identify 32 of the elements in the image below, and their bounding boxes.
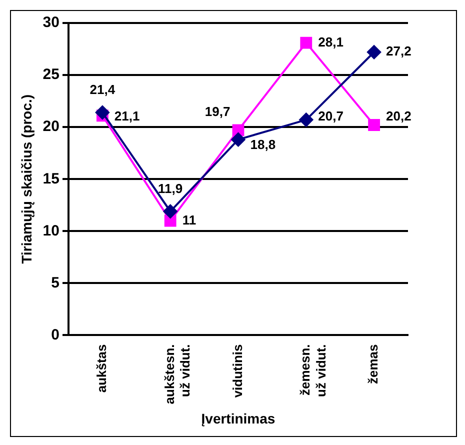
point bbox=[164, 214, 176, 227]
y-tick-label: 15 bbox=[42, 170, 60, 188]
x-tick-label: žemesn. už vidut. bbox=[298, 344, 328, 397]
y-tick-label: 0 bbox=[51, 326, 60, 344]
data-label: 21,4 bbox=[90, 82, 116, 98]
x-tick-label: aukštas bbox=[94, 344, 110, 393]
x-axis-title: Įvertinimas bbox=[201, 410, 276, 426]
point bbox=[300, 36, 312, 49]
point bbox=[367, 45, 382, 60]
data-label: 11 bbox=[182, 212, 196, 228]
point bbox=[299, 112, 314, 127]
point bbox=[95, 106, 110, 120]
x-tick-label: vidutinis bbox=[230, 344, 245, 398]
data-label: 11,9 bbox=[158, 180, 183, 196]
x-tick-label: žemas bbox=[366, 344, 381, 384]
data-label: 27,2 bbox=[386, 44, 412, 59]
point bbox=[163, 204, 178, 218]
data-label: 19,7 bbox=[204, 104, 230, 119]
y-tick-label: 20 bbox=[42, 118, 60, 136]
y-tick-label: 30 bbox=[42, 14, 60, 32]
y-tick-label: 5 bbox=[51, 274, 60, 292]
data-label: 21,1 bbox=[114, 108, 140, 124]
point bbox=[368, 119, 380, 131]
data-label: 18,8 bbox=[250, 137, 276, 152]
y-tick-label: 25 bbox=[42, 66, 60, 84]
x-tick-label: aukštesn. už vidut. bbox=[162, 344, 193, 404]
data-label: 20,7 bbox=[318, 108, 344, 124]
y-axis-title: Tiriamųjų skaičius (proc.) bbox=[18, 94, 34, 264]
point bbox=[231, 132, 246, 147]
data-label: 28,1 bbox=[318, 34, 344, 50]
y-tick-label: 10 bbox=[42, 222, 60, 240]
data-label: 20,2 bbox=[386, 108, 412, 124]
